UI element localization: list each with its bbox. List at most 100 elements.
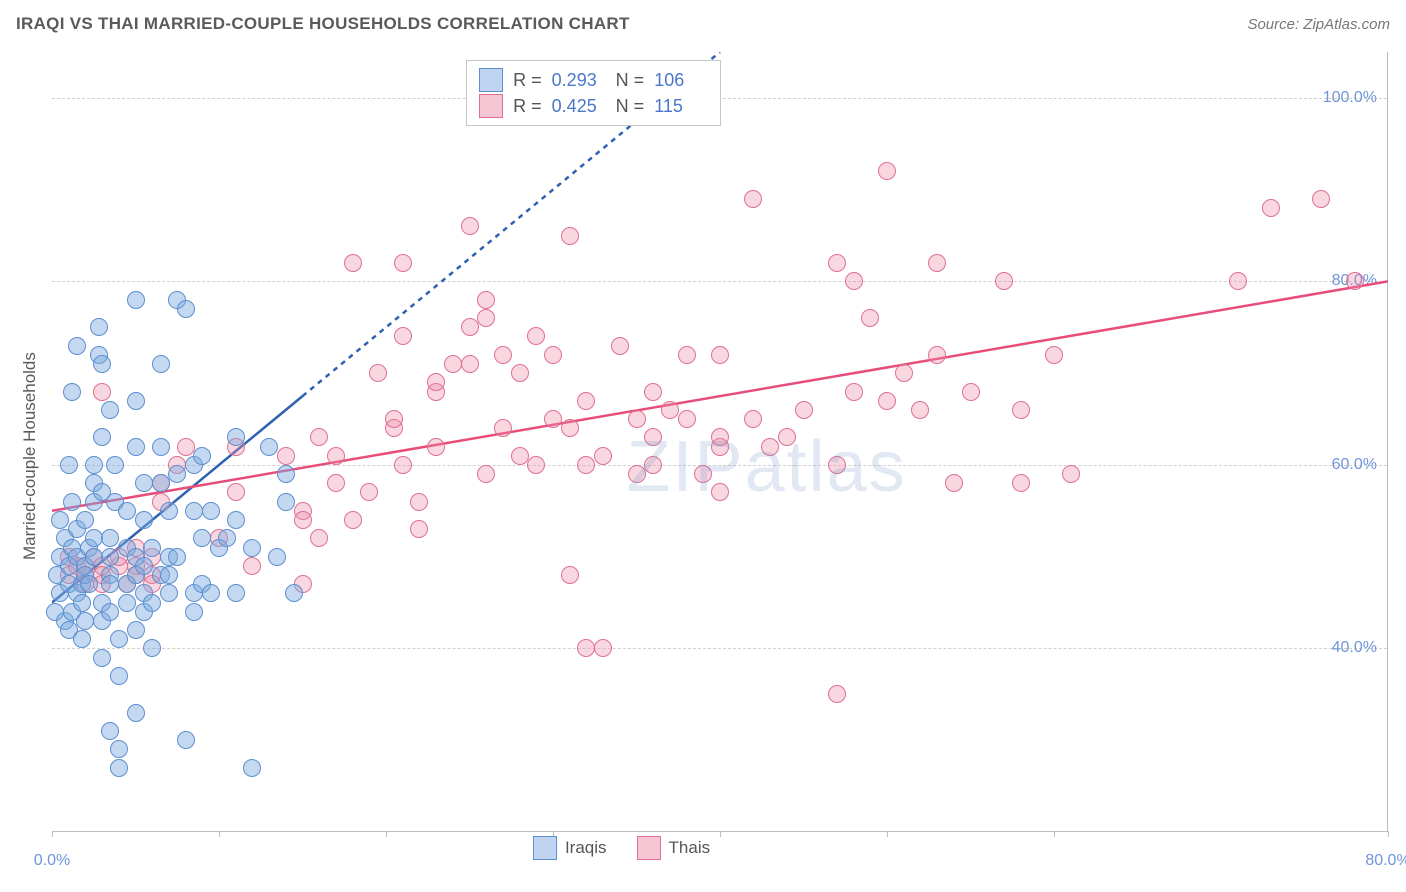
scatter-point-thais <box>511 364 529 382</box>
scatter-point-thais <box>427 438 445 456</box>
stat-r-label: R = <box>513 67 542 93</box>
scatter-point-iraqis <box>110 630 128 648</box>
y-axis-label: Married-couple Households <box>20 352 40 560</box>
scatter-point-iraqis <box>110 667 128 685</box>
scatter-point-iraqis <box>127 438 145 456</box>
gridline <box>52 465 1387 466</box>
scatter-point-thais <box>177 438 195 456</box>
scatter-point-iraqis <box>177 300 195 318</box>
scatter-point-iraqis <box>90 318 108 336</box>
scatter-point-iraqis <box>168 465 186 483</box>
x-tick-mark <box>887 831 888 837</box>
scatter-point-iraqis <box>143 539 161 557</box>
legend-swatch-thais <box>479 94 503 118</box>
scatter-point-iraqis <box>152 438 170 456</box>
scatter-point-thais <box>477 465 495 483</box>
x-tick-label: 80.0% <box>1365 852 1406 870</box>
scatter-point-thais <box>394 254 412 272</box>
scatter-point-thais <box>1045 346 1063 364</box>
stats-row-iraqis: R =0.293N =106 <box>479 67 708 93</box>
scatter-point-thais <box>277 447 295 465</box>
scatter-point-thais <box>544 410 562 428</box>
scatter-point-iraqis <box>101 603 119 621</box>
scatter-point-thais <box>243 557 261 575</box>
scatter-point-iraqis <box>85 529 103 547</box>
legend-item-thais: Thais <box>637 836 711 860</box>
y-tick-label: 100.0% <box>1323 89 1377 107</box>
scatter-point-iraqis <box>63 383 81 401</box>
scatter-point-thais <box>711 483 729 501</box>
stat-n-label: N = <box>616 67 645 93</box>
scatter-point-iraqis <box>277 493 295 511</box>
scatter-point-iraqis <box>135 511 153 529</box>
scatter-point-iraqis <box>202 584 220 602</box>
scatter-point-iraqis <box>73 594 91 612</box>
legend-item-iraqis: Iraqis <box>533 836 607 860</box>
scatter-point-iraqis <box>177 731 195 749</box>
scatter-point-iraqis <box>268 548 286 566</box>
scatter-point-thais <box>360 483 378 501</box>
scatter-point-thais <box>577 639 595 657</box>
gridline <box>52 648 1387 649</box>
scatter-point-thais <box>878 392 896 410</box>
scatter-point-iraqis <box>227 428 245 446</box>
scatter-point-iraqis <box>285 584 303 602</box>
scatter-point-thais <box>761 438 779 456</box>
scatter-point-thais <box>911 401 929 419</box>
scatter-point-thais <box>778 428 796 446</box>
scatter-point-iraqis <box>93 428 111 446</box>
legend-label-iraqis: Iraqis <box>565 838 607 858</box>
scatter-point-thais <box>1312 190 1330 208</box>
scatter-point-thais <box>93 383 111 401</box>
scatter-point-iraqis <box>85 548 103 566</box>
scatter-point-iraqis <box>168 548 186 566</box>
scatter-point-thais <box>694 465 712 483</box>
scatter-point-iraqis <box>152 355 170 373</box>
scatter-point-thais <box>527 327 545 345</box>
scatter-point-iraqis <box>143 639 161 657</box>
scatter-point-iraqis <box>277 465 295 483</box>
bottom-legend: Iraqis Thais <box>533 836 710 860</box>
stat-n-value-thais: 115 <box>654 93 708 119</box>
x-tick-mark <box>720 831 721 837</box>
x-tick-mark <box>52 831 53 837</box>
scatter-point-thais <box>544 346 562 364</box>
scatter-point-thais <box>828 254 846 272</box>
scatter-point-thais <box>577 456 595 474</box>
legend-swatch-thais <box>637 836 661 860</box>
x-tick-mark <box>1388 831 1389 837</box>
scatter-point-iraqis <box>185 603 203 621</box>
scatter-point-thais <box>527 456 545 474</box>
scatter-point-thais <box>744 190 762 208</box>
x-tick-mark <box>386 831 387 837</box>
scatter-point-iraqis <box>143 594 161 612</box>
scatter-point-thais <box>661 401 679 419</box>
scatter-point-thais <box>511 447 529 465</box>
scatter-point-iraqis <box>80 575 98 593</box>
scatter-point-thais <box>845 383 863 401</box>
scatter-point-iraqis <box>118 594 136 612</box>
scatter-point-thais <box>561 419 579 437</box>
scatter-point-thais <box>294 511 312 529</box>
scatter-point-iraqis <box>101 529 119 547</box>
scatter-point-thais <box>628 410 646 428</box>
legend-swatch-iraqis <box>479 68 503 92</box>
scatter-point-thais <box>327 474 345 492</box>
stat-n-value-iraqis: 106 <box>654 67 708 93</box>
scatter-point-iraqis <box>135 474 153 492</box>
scatter-point-iraqis <box>101 722 119 740</box>
scatter-point-iraqis <box>243 539 261 557</box>
scatter-point-thais <box>1012 474 1030 492</box>
scatter-point-iraqis <box>193 529 211 547</box>
scatter-point-thais <box>561 566 579 584</box>
scatter-point-thais <box>477 309 495 327</box>
x-tick-mark <box>1054 831 1055 837</box>
scatter-point-iraqis <box>227 511 245 529</box>
stats-legend-box: R =0.293N =106R =0.425N =115 <box>466 60 721 126</box>
scatter-point-thais <box>1012 401 1030 419</box>
x-tick-mark <box>219 831 220 837</box>
plot-area: 40.0%60.0%80.0%100.0% <box>52 52 1388 832</box>
scatter-point-iraqis <box>135 557 153 575</box>
scatter-point-thais <box>711 428 729 446</box>
scatter-point-thais <box>594 447 612 465</box>
